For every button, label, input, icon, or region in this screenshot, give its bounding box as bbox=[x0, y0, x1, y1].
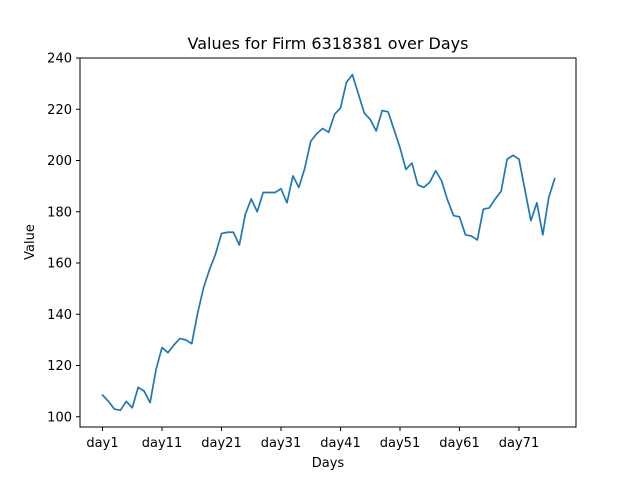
axes-frame bbox=[79, 57, 577, 428]
y-tick-label: 160 bbox=[47, 257, 72, 272]
x-tick-label: day61 bbox=[439, 436, 479, 451]
x-axis: day1 day11 day21 day31 day41 day51 day61 day71 bbox=[86, 427, 539, 451]
x-tick-label: day51 bbox=[380, 436, 420, 451]
x-tick-label: day41 bbox=[320, 436, 360, 451]
chart-title: Values for Firm 6318381 over Days bbox=[188, 34, 469, 53]
y-tick-label: 180 bbox=[47, 205, 72, 220]
x-tick-label: day11 bbox=[142, 436, 182, 451]
x-tick-label: day31 bbox=[261, 436, 301, 451]
x-tick-label: day71 bbox=[499, 436, 539, 451]
y-tick-label: 240 bbox=[47, 52, 72, 67]
y-tick-label: 120 bbox=[47, 359, 72, 374]
y-tick-label: 140 bbox=[47, 308, 72, 323]
y-axis: 100 120 140 160 180 200 220 240 bbox=[47, 52, 80, 425]
series-line bbox=[101, 73, 556, 412]
x-tick-label: day21 bbox=[201, 436, 241, 451]
y-tick-label: 100 bbox=[47, 410, 72, 425]
y-axis-title: Value bbox=[23, 224, 38, 260]
y-tick-label: 220 bbox=[47, 103, 72, 118]
plot-area bbox=[101, 73, 556, 412]
x-axis-title: Days bbox=[312, 456, 345, 471]
y-tick-label: 200 bbox=[47, 154, 72, 169]
x-tick-label: day1 bbox=[86, 436, 118, 451]
